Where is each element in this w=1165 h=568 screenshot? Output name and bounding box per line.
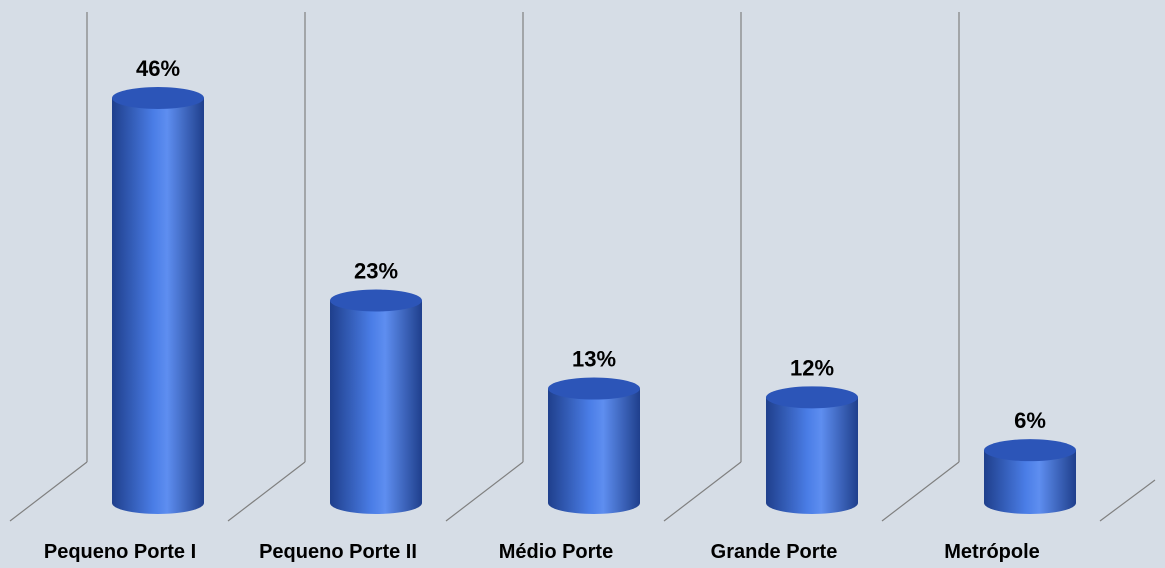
bar-top xyxy=(112,87,204,109)
category-label: Pequeno Porte II xyxy=(259,541,417,563)
bar-body xyxy=(984,450,1076,514)
category-label: Pequeno Porte I xyxy=(44,541,196,563)
category-label: Médio Porte xyxy=(499,541,613,563)
bar-top xyxy=(548,377,640,400)
bar-2 xyxy=(330,289,422,514)
bar-3 xyxy=(548,377,640,514)
bar-body xyxy=(766,397,858,514)
bar-body xyxy=(330,300,422,514)
category-label: Grande Porte xyxy=(711,541,838,563)
value-label: 13% xyxy=(572,347,616,372)
bar-body xyxy=(548,388,640,514)
category-label: Metrópole xyxy=(944,541,1040,563)
bar-1 xyxy=(112,87,204,514)
bar-top xyxy=(766,386,858,409)
labels: 46% Pequeno Porte I 23% Pequeno Porte II 13%… xyxy=(44,56,1046,563)
gridline-floor xyxy=(227,461,306,522)
gridlines xyxy=(9,12,1156,522)
bar-body xyxy=(112,98,204,514)
bar-top xyxy=(984,439,1076,462)
gridline-floor xyxy=(1099,479,1156,522)
value-label: 46% xyxy=(136,56,180,81)
bar-4 xyxy=(766,386,858,514)
gridline-floor xyxy=(881,461,960,522)
value-label: 12% xyxy=(790,355,834,380)
gridline-floor xyxy=(9,461,88,522)
gridline-floor xyxy=(445,461,524,522)
bars xyxy=(112,87,1076,514)
gridline-floor xyxy=(663,461,742,522)
bar-top xyxy=(330,289,422,312)
value-label: 23% xyxy=(354,259,398,284)
value-label: 6% xyxy=(1014,408,1046,433)
bar-5 xyxy=(984,439,1076,514)
